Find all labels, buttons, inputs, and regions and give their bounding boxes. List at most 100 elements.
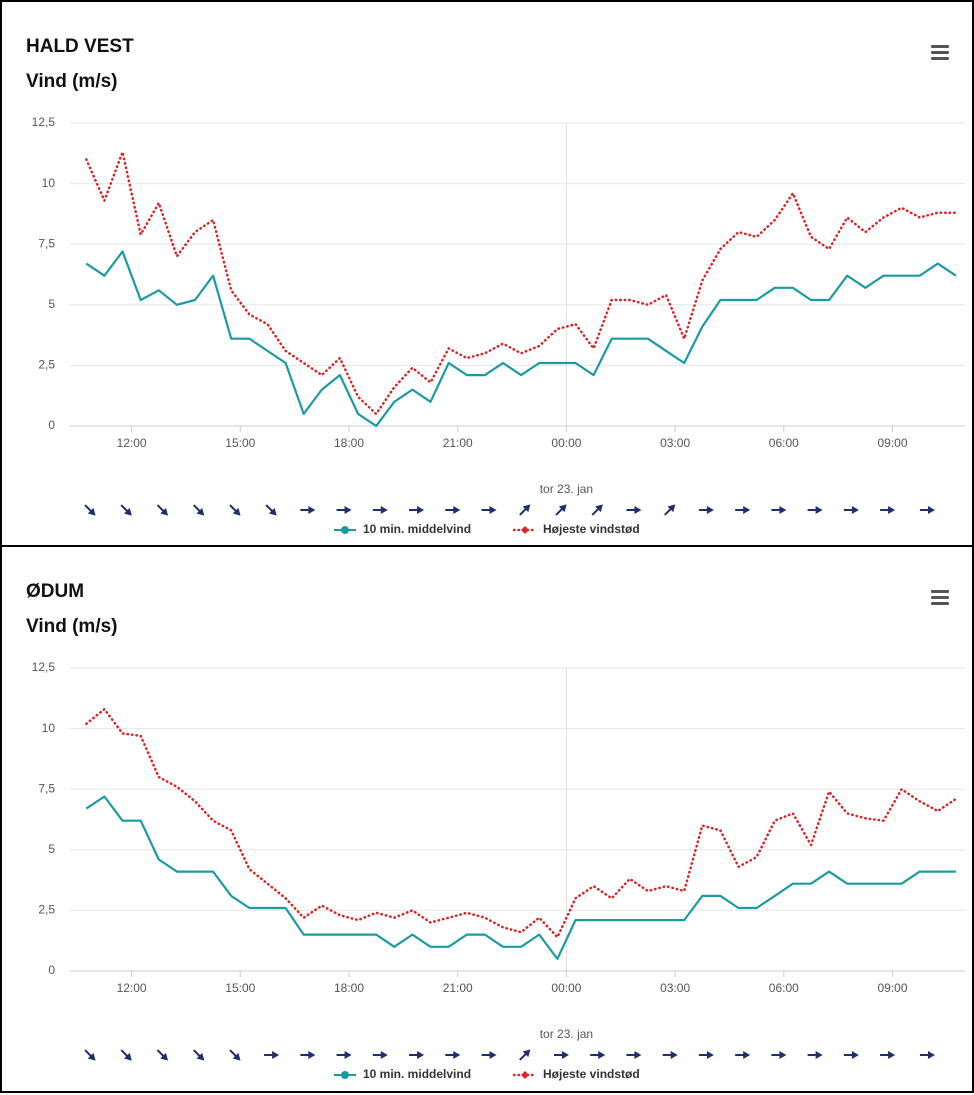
- y-tick-label: 7,5: [38, 781, 55, 795]
- wind-arrow: [229, 504, 241, 516]
- arrow-head: [670, 1051, 678, 1059]
- arrow-head: [927, 506, 935, 514]
- arrow-head: [160, 1052, 169, 1061]
- legend-item[interactable]: Højeste vindstød: [512, 522, 640, 536]
- wind-arrow: [807, 506, 823, 514]
- y-tick-label: 2,5: [38, 358, 55, 372]
- arrow-head: [851, 1051, 859, 1059]
- wind-arrow: [553, 1051, 569, 1059]
- wind-arrow: [156, 1049, 169, 1061]
- y-tick-label: 10: [42, 721, 56, 735]
- chart-subtitle: Vind (m/s): [26, 71, 118, 92]
- chart-panel: ØDUM Vind (m/s) 0 2,5 5 7,5 10 12,5 12:00 15:00 18…: [0, 545, 974, 1093]
- arrow-head: [308, 506, 316, 514]
- arrow-head: [232, 1052, 241, 1061]
- x-tick-label: 06:00: [769, 981, 799, 995]
- panel-border: [0, 0, 974, 551]
- arrow-head: [489, 506, 497, 514]
- arrow-head: [124, 1052, 132, 1061]
- arrow-head: [743, 506, 751, 514]
- y-tick-label: 0: [48, 963, 55, 977]
- arrow-head: [380, 506, 388, 514]
- x-tick-label: 00:00: [551, 436, 581, 450]
- wind-arrow: [880, 1051, 896, 1059]
- y-tick-label: 0: [48, 418, 55, 432]
- arrow-head: [196, 1052, 205, 1061]
- arrow-head: [308, 1051, 316, 1059]
- wind-arrow: [409, 1051, 425, 1059]
- arrow-head: [160, 507, 169, 516]
- wind-arrow: [481, 1051, 497, 1059]
- legend-marker: [521, 1071, 529, 1079]
- wind-arrow: [445, 506, 461, 514]
- wind-arrow: [156, 504, 169, 516]
- arrow-head: [417, 506, 425, 514]
- wind-arrow: [192, 504, 205, 516]
- wind-arrow: [843, 506, 859, 514]
- chart-subtitle: Vind (m/s): [26, 616, 118, 637]
- wind-arrow: [336, 1051, 352, 1059]
- wind-arrow: [771, 1051, 787, 1059]
- arrow-head: [380, 1051, 388, 1059]
- arrow-head: [272, 1051, 280, 1059]
- arrow-head: [888, 506, 896, 514]
- arrow-head: [706, 1051, 714, 1059]
- arrow-head: [87, 507, 96, 516]
- wind-arrow: [265, 504, 277, 516]
- legend-label: Højeste vindstød: [543, 1067, 640, 1081]
- wind-arrow: [229, 1049, 241, 1061]
- legend-label: 10 min. middelvind: [363, 1067, 471, 1081]
- menu-bar: [931, 57, 949, 60]
- x-tick-label: 03:00: [660, 981, 690, 995]
- x-tick-label: 09:00: [878, 436, 908, 450]
- menu-bar: [931, 51, 949, 54]
- arrow-head: [706, 506, 714, 514]
- legend-item[interactable]: Højeste vindstød: [512, 1067, 640, 1081]
- arrow-head: [558, 504, 567, 513]
- wind-arrow: [519, 504, 531, 516]
- wind-arrow: [519, 1049, 531, 1061]
- legend-marker: [341, 526, 349, 534]
- legend-item[interactable]: 10 min. middelvind: [334, 1067, 471, 1081]
- mean-line: [85, 250, 957, 428]
- arrow-head: [522, 1049, 531, 1058]
- y-tick-label: 2,5: [38, 903, 55, 917]
- arrow-head: [888, 1051, 896, 1059]
- menu-bar: [931, 596, 949, 599]
- wind-arrow: [409, 506, 425, 514]
- gust-line: [85, 150, 958, 416]
- wind-arrow: [807, 1051, 823, 1059]
- arrow-head: [851, 506, 859, 514]
- wind-arrow: [698, 506, 714, 514]
- chart-panel: HALD VEST Vind (m/s) 0 2,5 5 7,5 10 12,5 12:00 15…: [0, 0, 974, 551]
- legend-item[interactable]: 10 min. middelvind: [334, 522, 471, 536]
- x-tick-label: 03:00: [660, 436, 690, 450]
- menu-button[interactable]: [931, 590, 949, 605]
- arrow-head: [417, 1051, 425, 1059]
- arrow-head: [815, 1051, 823, 1059]
- wind-arrow: [626, 1051, 642, 1059]
- arrow-head: [232, 507, 241, 516]
- wind-arrow: [843, 1051, 859, 1059]
- wind-arrow: [880, 506, 896, 514]
- x-tick-label: 09:00: [878, 981, 908, 995]
- arrow-head: [779, 1051, 787, 1059]
- mean-line: [85, 795, 956, 960]
- arrow-head: [489, 1051, 497, 1059]
- arrow-head: [815, 506, 823, 514]
- x-tick-label: 18:00: [334, 436, 364, 450]
- wind-arrow: [445, 1051, 461, 1059]
- wind-arrow: [120, 504, 132, 516]
- legend-label: 10 min. middelvind: [363, 522, 471, 536]
- arrow-head: [598, 1051, 606, 1059]
- y-tick-label: 12,5: [32, 660, 56, 674]
- wind-arrow: [192, 1049, 205, 1061]
- y-tick-label: 5: [48, 297, 55, 311]
- y-tick-label: 12,5: [32, 115, 56, 129]
- wind-arrow: [919, 1051, 935, 1059]
- menu-button[interactable]: [931, 45, 949, 60]
- wind-arrow: [662, 1051, 678, 1059]
- wind-arrow: [771, 506, 787, 514]
- arrow-head: [344, 1051, 352, 1059]
